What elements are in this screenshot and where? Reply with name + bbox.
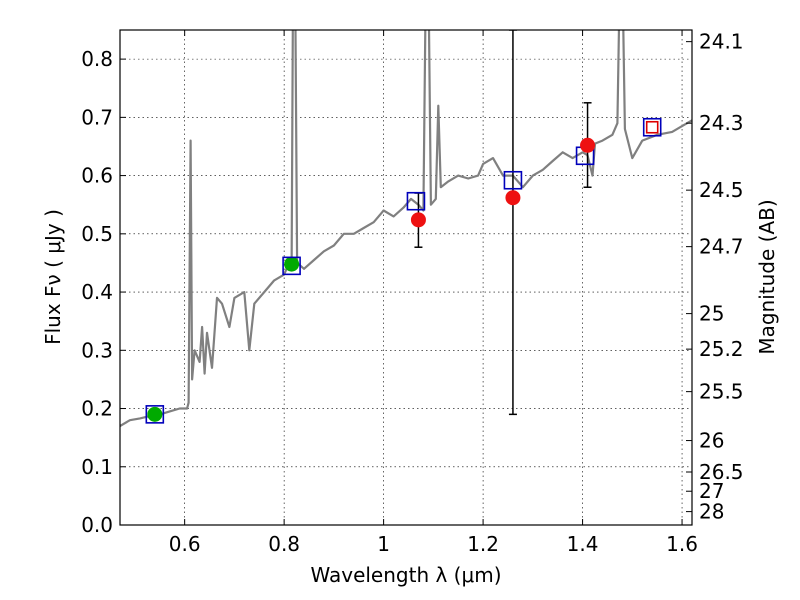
model-photometry-square — [503, 170, 523, 190]
mag-tick-label: 24.5 — [699, 178, 744, 202]
grid — [120, 30, 692, 526]
mag-tick-label: 27 — [699, 479, 724, 503]
red-detection-point — [410, 212, 426, 228]
predicted-band-square — [642, 117, 662, 137]
y-tick-label: 0.6 — [81, 164, 113, 188]
x-axis-label: Wavelength λ (μm) — [310, 563, 501, 587]
y-tick-label: 0.5 — [81, 222, 113, 246]
x-tick-label: 0.8 — [268, 532, 300, 556]
red-detection-point — [505, 190, 521, 206]
mag-tick-label: 26.5 — [699, 460, 744, 484]
mag-tick-label: 24.1 — [699, 30, 744, 54]
x-tick-label: 1.6 — [666, 532, 698, 556]
y-tick-label: 0.7 — [81, 105, 113, 129]
markers-layer — [145, 30, 662, 424]
green-detection-point — [284, 256, 300, 272]
model-photometry-square — [145, 405, 165, 424]
x-tick-label: 1.2 — [467, 532, 499, 556]
axis-ticks: 0.6 0.8 1 1.2 1.4 1.6 0.0 0.1 0.2 0.3 0.4 0.5 0.6 0.7… — [81, 30, 743, 556]
mag-tick-label: 25.2 — [699, 337, 744, 361]
mag-tick-label: 24.7 — [699, 235, 744, 259]
y-axis-label: Flux Fν ( μJy ) — [41, 209, 65, 345]
y-tick-label: 0.0 — [81, 513, 113, 537]
mag-tick-label: 24.3 — [699, 111, 744, 135]
model-spectrum-line — [120, 30, 692, 427]
y-tick-label: 0.3 — [81, 338, 113, 362]
mag-tick-label: 25 — [699, 302, 724, 326]
mag-tick-label: 26 — [699, 429, 724, 453]
mag-tick-label: 25.5 — [699, 380, 744, 404]
mag-tick-label: 28 — [699, 500, 724, 524]
plot-frame — [119, 29, 693, 526]
y-tick-label: 0.8 — [81, 47, 113, 71]
y-tick-label: 0.4 — [81, 280, 113, 304]
x-tick-label: 1 — [377, 532, 390, 556]
green-detection-point — [147, 406, 163, 422]
y-tick-label: 0.2 — [81, 397, 113, 421]
magnitude-axis-label: Magnitude (AB) — [755, 199, 779, 354]
model-spectrum-layer — [120, 30, 692, 427]
y-tick-label: 0.1 — [81, 455, 113, 479]
model-photometry-square — [282, 256, 301, 276]
predicted-flux-square — [645, 120, 659, 134]
red-detection-point — [580, 137, 596, 153]
model-photometry-square — [406, 191, 426, 211]
x-tick-label: 0.6 — [169, 532, 201, 556]
x-tick-label: 1.4 — [567, 532, 599, 556]
